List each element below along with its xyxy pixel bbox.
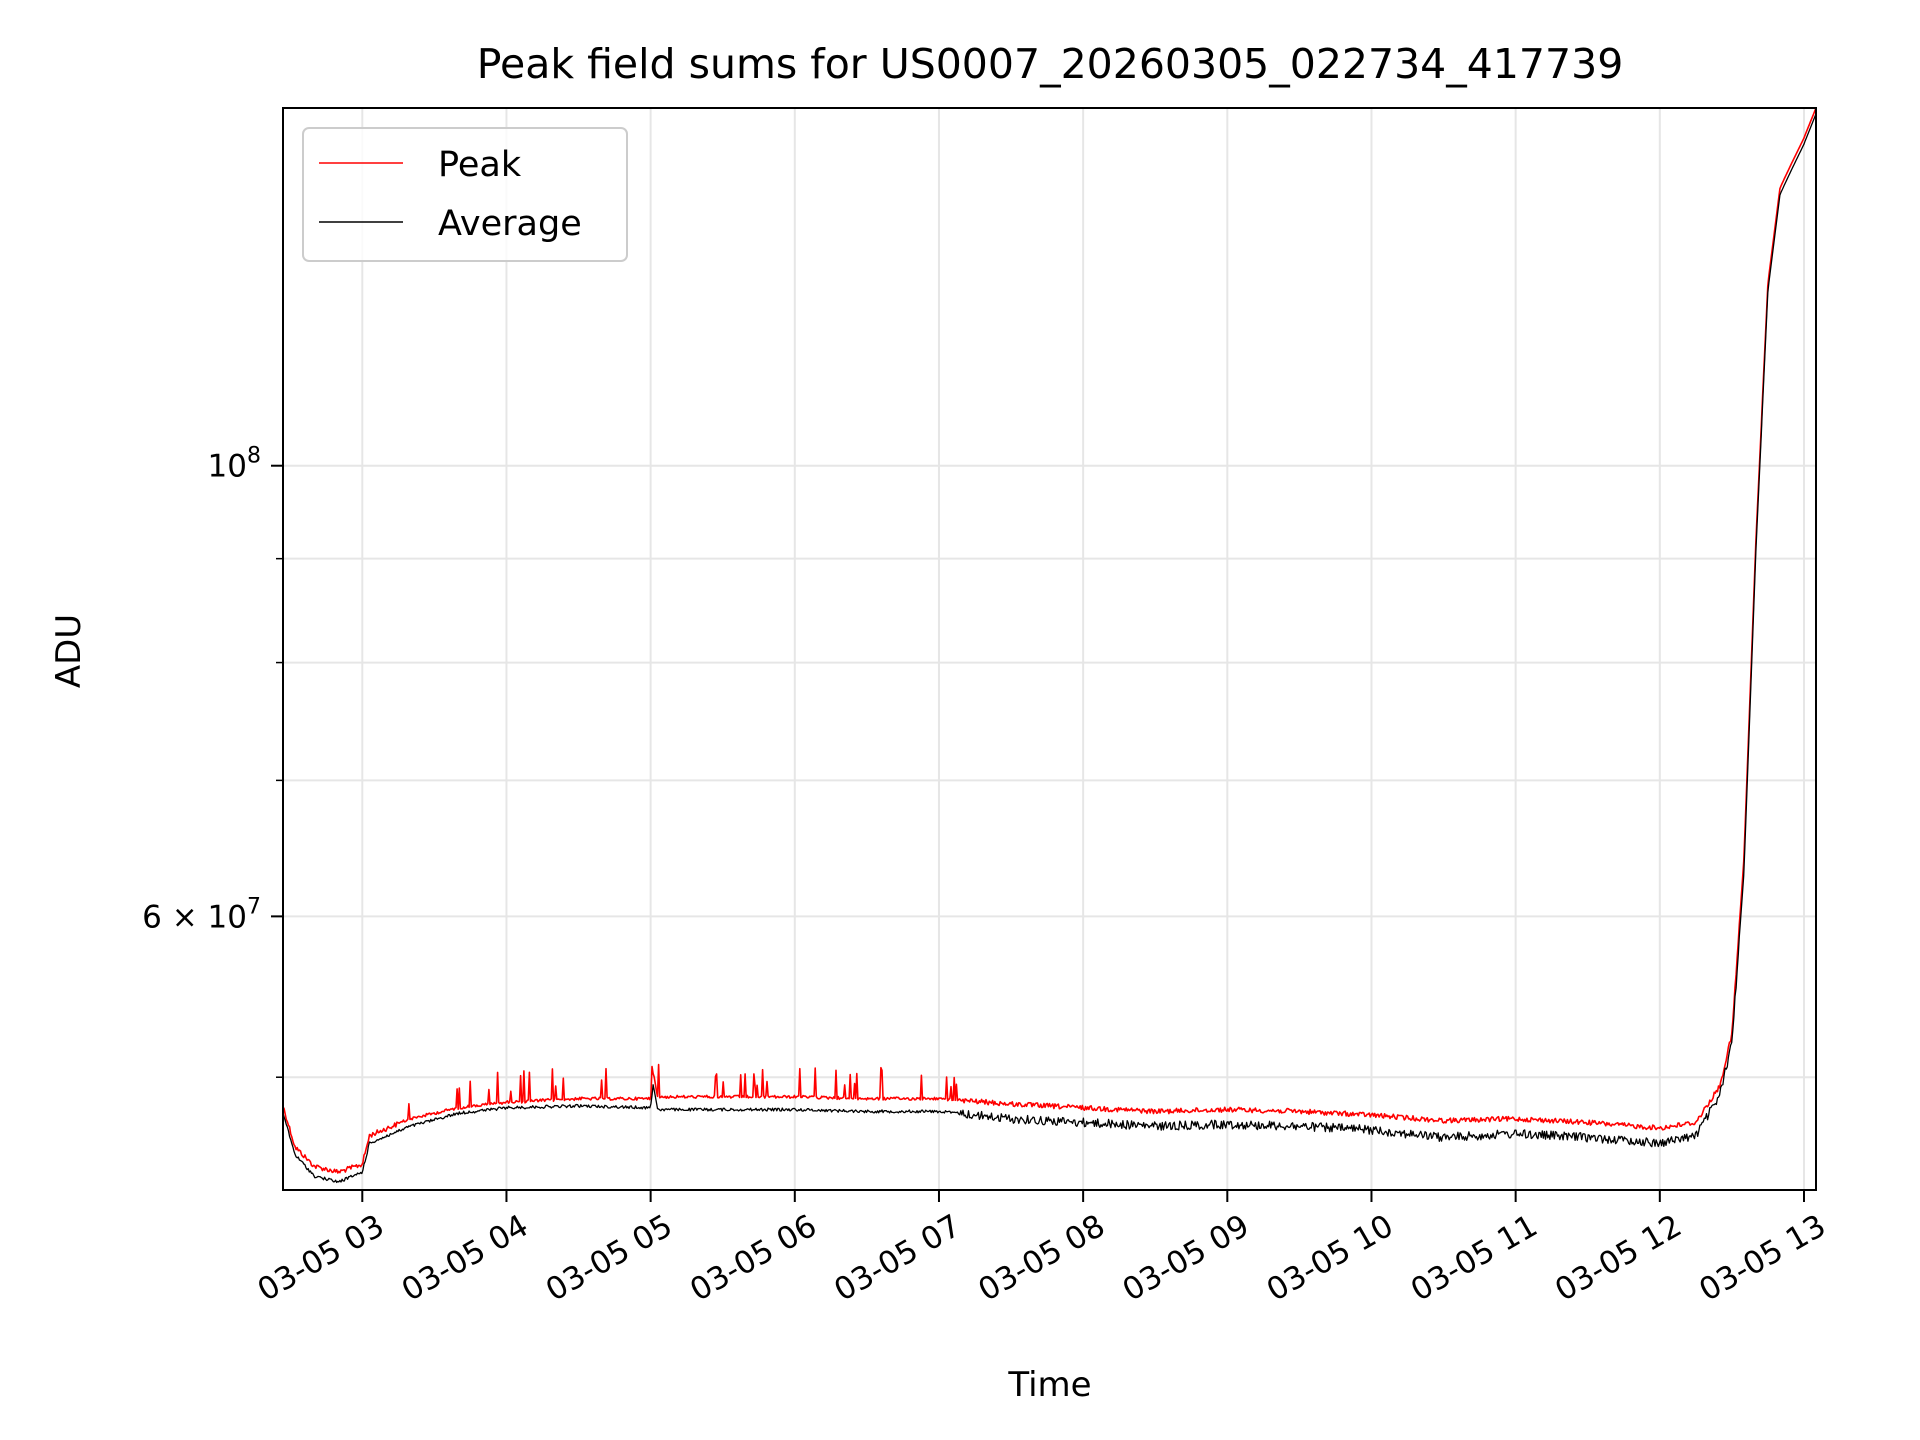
series-line-peak xyxy=(282,107,1817,1174)
plot-frame xyxy=(282,107,1817,1191)
grid xyxy=(283,108,1816,1190)
x-axis-label: Time xyxy=(1007,1365,1091,1405)
series-line-average xyxy=(282,113,1817,1184)
y-axis-label: ADU xyxy=(49,614,89,688)
legend-label-peak: Peak xyxy=(438,145,522,185)
chart-title: Peak field sums for US0007_20260305_0227… xyxy=(477,40,1624,88)
y-tick-label: 6 × 107 xyxy=(142,894,261,935)
legend: Peak Average xyxy=(302,127,628,262)
legend-label-average: Average xyxy=(438,204,582,244)
legend-box xyxy=(302,127,628,262)
series-layer xyxy=(282,107,1817,1184)
y-tick-label: 108 xyxy=(208,444,261,485)
y-axis: 6 × 107 108 xyxy=(142,444,283,1078)
